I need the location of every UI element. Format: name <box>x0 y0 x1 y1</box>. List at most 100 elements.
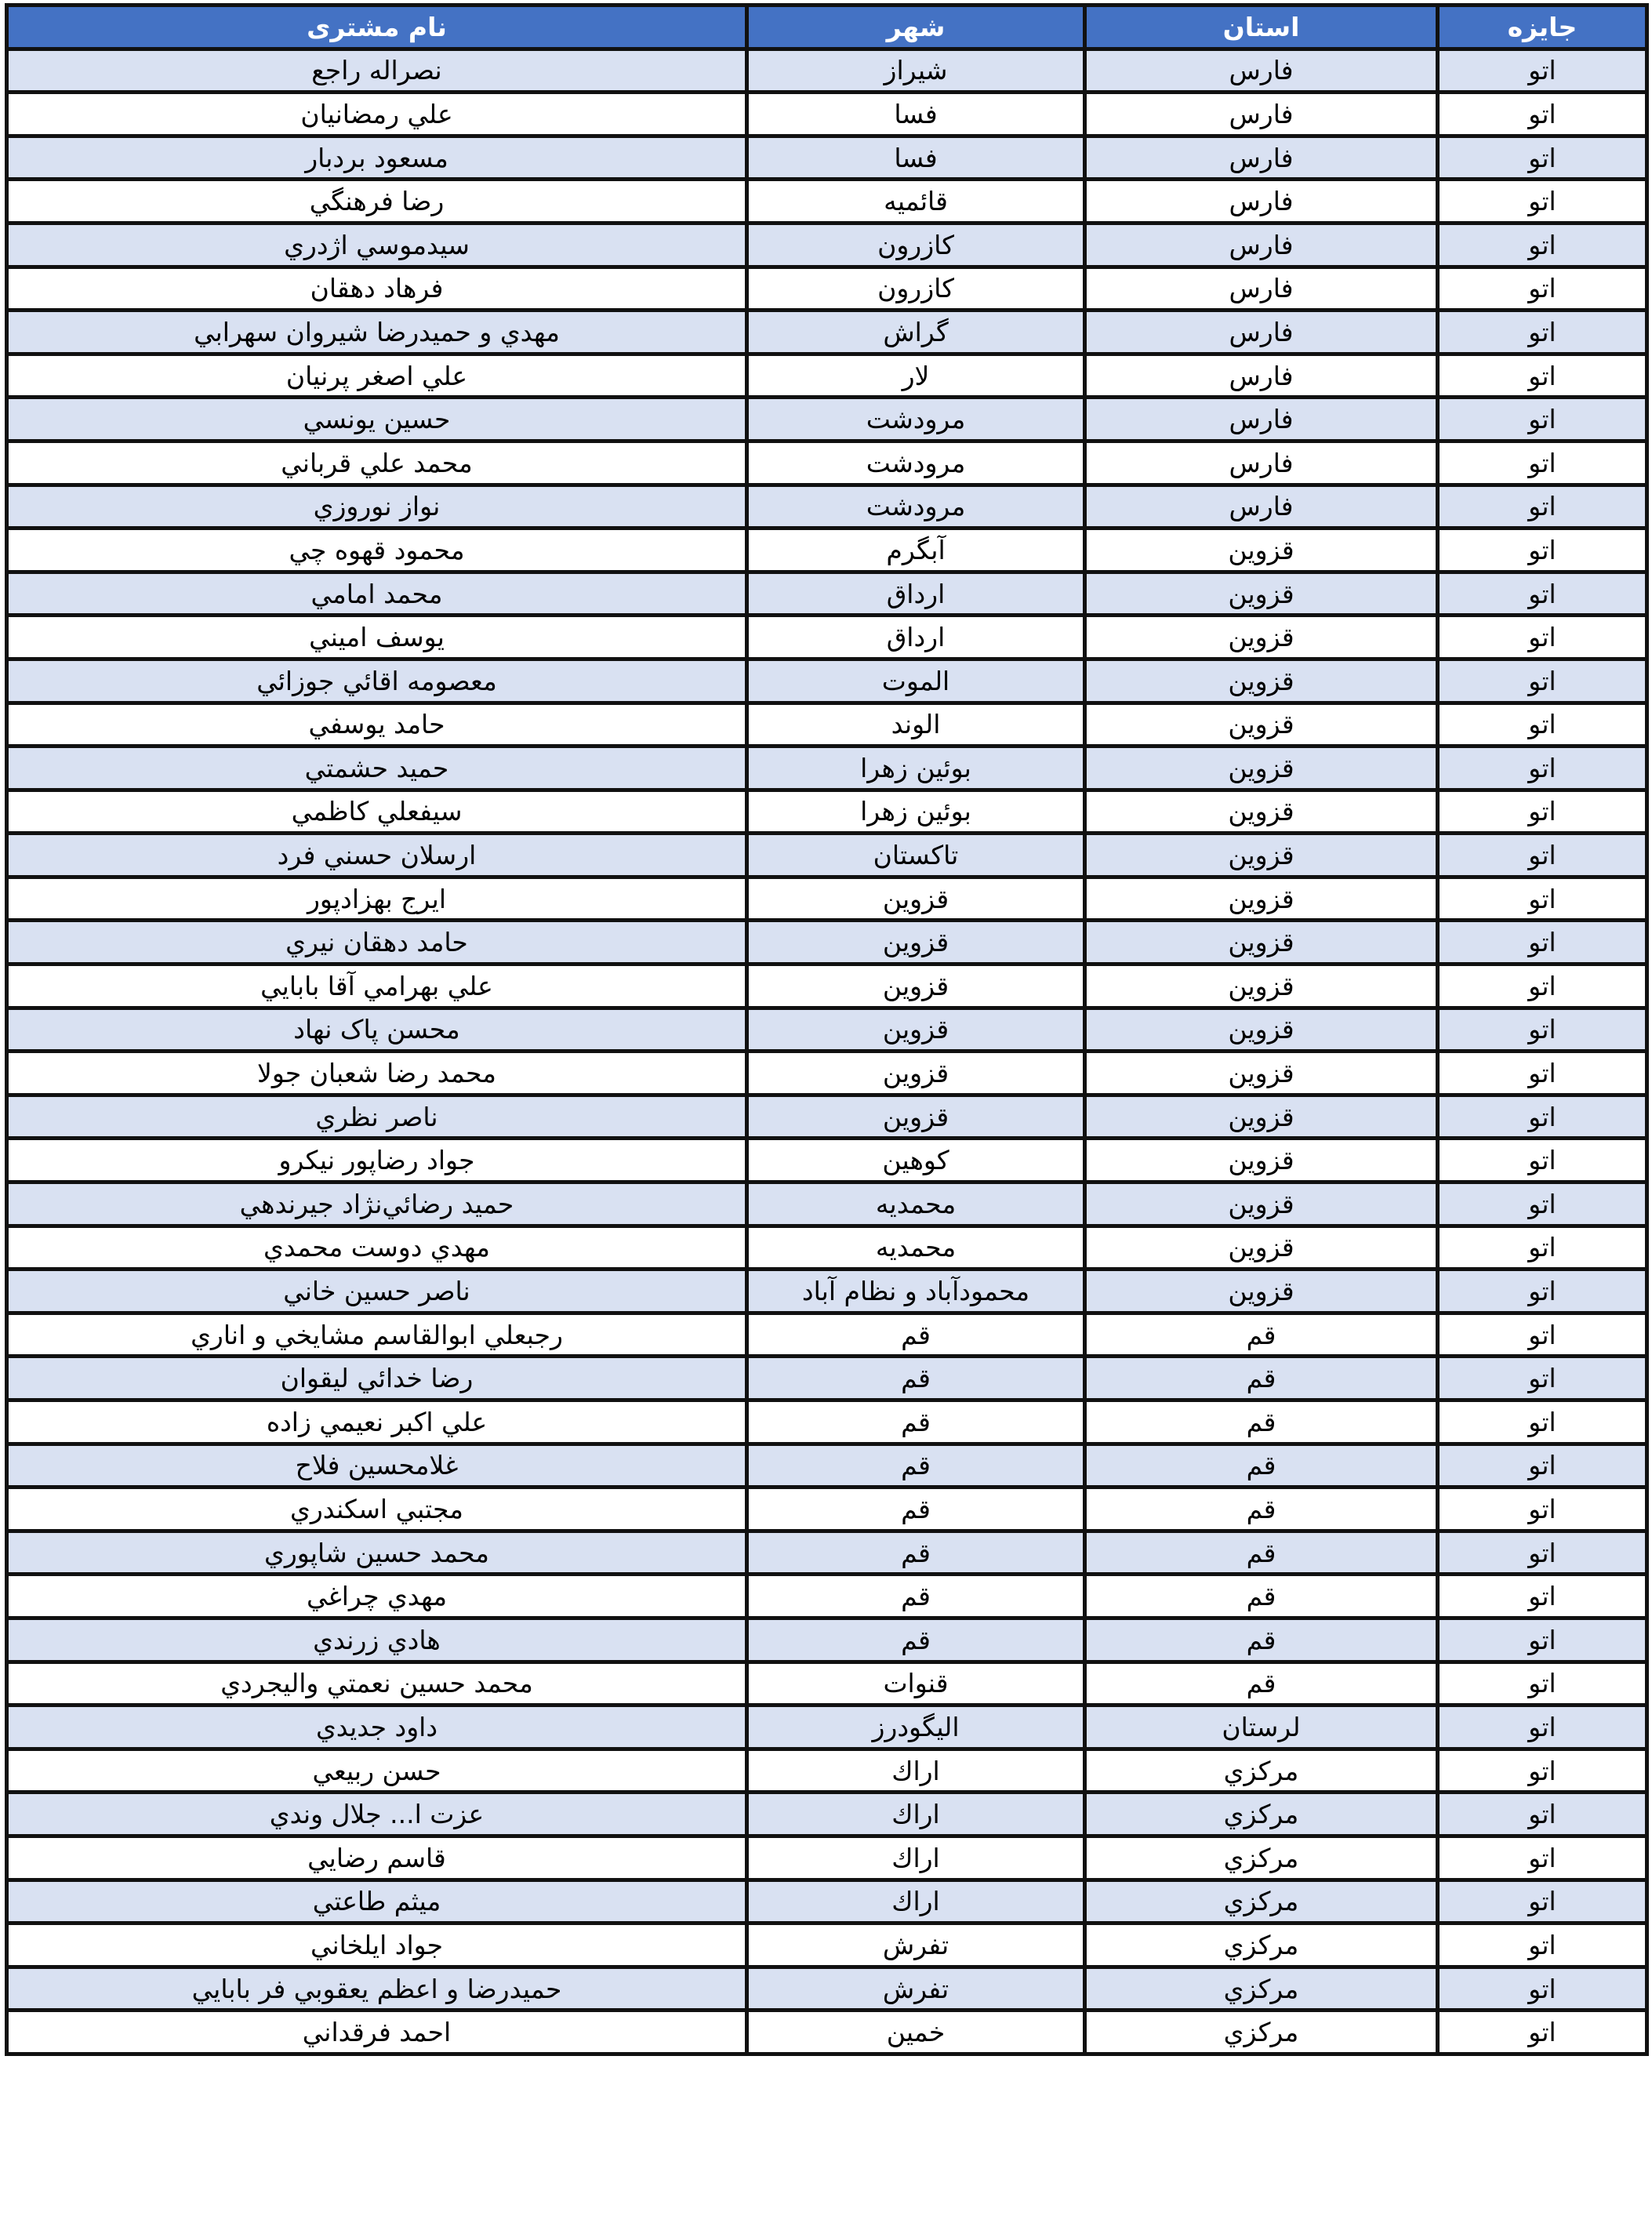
cell-name: محسن پاک نهاد <box>5 1005 749 1054</box>
cell-name: مهدي و حميدرضا شيروان سهرابي <box>5 308 749 356</box>
cell-city: قزوين <box>745 918 1087 967</box>
cell-city: قنوات <box>745 1659 1087 1708</box>
table-row: اتو قم قم مهدي چراغي <box>5 1572 1649 1620</box>
cell-city: الوند <box>745 700 1087 749</box>
cell-name: حسين يونسي <box>5 395 749 443</box>
table-row: اتو قم قنوات محمد حسين نعمتي واليجردي <box>5 1659 1649 1708</box>
table-row: اتو قزوين قزوين ايرج بهزادپور <box>5 874 1649 923</box>
cell-province: قم <box>1083 1572 1440 1620</box>
cell-prize: اتو <box>1436 1049 1649 1097</box>
cell-prize: اتو <box>1436 351 1649 400</box>
cell-prize: اتو <box>1436 1310 1649 1359</box>
cell-province: قم <box>1083 1441 1440 1490</box>
table-row: اتو فارس كازرون سيدموسي اژدري <box>5 220 1649 269</box>
cell-city: لار <box>745 351 1087 400</box>
cell-name: حميدرضا و اعظم يعقوبي فر بابايي <box>5 1964 749 2013</box>
cell-name: رضا فرهنگي <box>5 177 749 225</box>
cell-province: قزوين <box>1083 874 1440 923</box>
table-row: اتو مركزي تفرش جواد ايلخاني <box>5 1921 1649 1969</box>
cell-province: مركزي <box>1083 1833 1440 1882</box>
cell-city: قزوين <box>745 962 1087 1010</box>
cell-name: علي بهرامي آقا بابايي <box>5 962 749 1010</box>
table-row: اتو قم قم علي اكبر نعيمي زاده <box>5 1398 1649 1446</box>
cell-prize: اتو <box>1436 1964 1649 2013</box>
cell-prize: اتو <box>1436 2008 1649 2056</box>
cell-province: قزوين <box>1083 1136 1440 1185</box>
table-row: اتو قم قم غلامحسين فلاح <box>5 1441 1649 1490</box>
cell-city: اراك <box>745 1877 1087 1926</box>
cell-province: مركزي <box>1083 2008 1440 2056</box>
cell-province: قزوين <box>1083 526 1440 574</box>
table-row: اتو فارس گراش مهدي و حميدرضا شيروان سهرابي <box>5 308 1649 356</box>
cell-province: قم <box>1083 1310 1440 1359</box>
cell-prize: اتو <box>1436 1746 1649 1795</box>
cell-name: حامد دهقان نيري <box>5 918 749 967</box>
cell-province: مركزي <box>1083 1964 1440 2013</box>
cell-city: قم <box>745 1528 1087 1577</box>
cell-city: شيراز <box>745 46 1087 95</box>
table-row: اتو مركزي اراك ميثم طاعتي <box>5 1877 1649 1926</box>
cell-name: حسن ربيعي <box>5 1746 749 1795</box>
cell-prize: اتو <box>1436 308 1649 356</box>
cell-prize: اتو <box>1436 656 1649 705</box>
table-row: اتو فارس مرودشت محمد علي قرباني <box>5 438 1649 487</box>
table-body: اتو فارس شيراز نصراله راجع اتو فارس فسا علي رمض… <box>5 46 1649 2056</box>
cell-province: قزوين <box>1083 1180 1440 1228</box>
header-row: جایزه استان شهر نام مشتری <box>5 3 1649 51</box>
cell-name: حامد يوسفي <box>5 700 749 749</box>
cell-name: معصومه اقائي جوزائي <box>5 656 749 705</box>
table-row: اتو مركزي خمين احمد فرقداني <box>5 2008 1649 2056</box>
cell-name: مسعود بردبار <box>5 133 749 182</box>
cell-prize: اتو <box>1436 1703 1649 1751</box>
cell-prize: اتو <box>1436 90 1649 138</box>
cell-province: قم <box>1083 1615 1440 1664</box>
header-province: استان <box>1083 3 1440 51</box>
cell-city: قم <box>745 1354 1087 1402</box>
cell-city: قم <box>745 1398 1087 1446</box>
cell-prize: اتو <box>1436 1005 1649 1054</box>
cell-prize: اتو <box>1436 874 1649 923</box>
cell-name: محمد حسين شاپوري <box>5 1528 749 1577</box>
cell-city: محمديه <box>745 1180 1087 1228</box>
cell-prize: اتو <box>1436 1921 1649 1969</box>
cell-city: قم <box>745 1485 1087 1533</box>
cell-province: فارس <box>1083 264 1440 313</box>
cell-province: قم <box>1083 1528 1440 1577</box>
cell-prize: اتو <box>1436 482 1649 531</box>
cell-name: جواد ايلخاني <box>5 1921 749 1969</box>
cell-city: اراك <box>745 1746 1087 1795</box>
cell-city: بوئين زهرا <box>745 744 1087 792</box>
cell-prize: اتو <box>1436 1485 1649 1533</box>
cell-prize: اتو <box>1436 787 1649 836</box>
cell-city: فسا <box>745 90 1087 138</box>
cell-province: فارس <box>1083 438 1440 487</box>
cell-province: فارس <box>1083 482 1440 531</box>
cell-province: فارس <box>1083 46 1440 95</box>
table-row: اتو قزوين ارداق محمد امامي <box>5 569 1649 618</box>
cell-province: قزوين <box>1083 700 1440 749</box>
cell-province: قزوين <box>1083 962 1440 1010</box>
cell-prize: اتو <box>1436 1223 1649 1272</box>
cell-province: مركزي <box>1083 1790 1440 1838</box>
cell-city: الموت <box>745 656 1087 705</box>
cell-prize: اتو <box>1436 700 1649 749</box>
cell-province: قزوين <box>1083 656 1440 705</box>
cell-city: محمديه <box>745 1223 1087 1272</box>
table-row: اتو فارس مرودشت حسين يونسي <box>5 395 1649 443</box>
table-row: اتو قم قم هادي زرندي <box>5 1615 1649 1664</box>
cell-province: فارس <box>1083 90 1440 138</box>
cell-province: قم <box>1083 1398 1440 1446</box>
cell-city: تفرش <box>745 1964 1087 2013</box>
cell-name: حميد حشمتي <box>5 744 749 792</box>
cell-province: قزوين <box>1083 613 1440 661</box>
table-row: اتو فارس قائميه رضا فرهنگي <box>5 177 1649 225</box>
cell-name: محمد رضا شعبان جولا <box>5 1049 749 1097</box>
cell-prize: اتو <box>1436 177 1649 225</box>
cell-prize: اتو <box>1436 133 1649 182</box>
table-row: اتو قزوين تاكستان ارسلان حسني فرد <box>5 831 1649 879</box>
table-row: اتو فارس كازرون فرهاد دهقان <box>5 264 1649 313</box>
cell-prize: اتو <box>1436 1572 1649 1620</box>
cell-prize: اتو <box>1436 526 1649 574</box>
cell-name: نواز نوروزي <box>5 482 749 531</box>
cell-city: تفرش <box>745 1921 1087 1969</box>
